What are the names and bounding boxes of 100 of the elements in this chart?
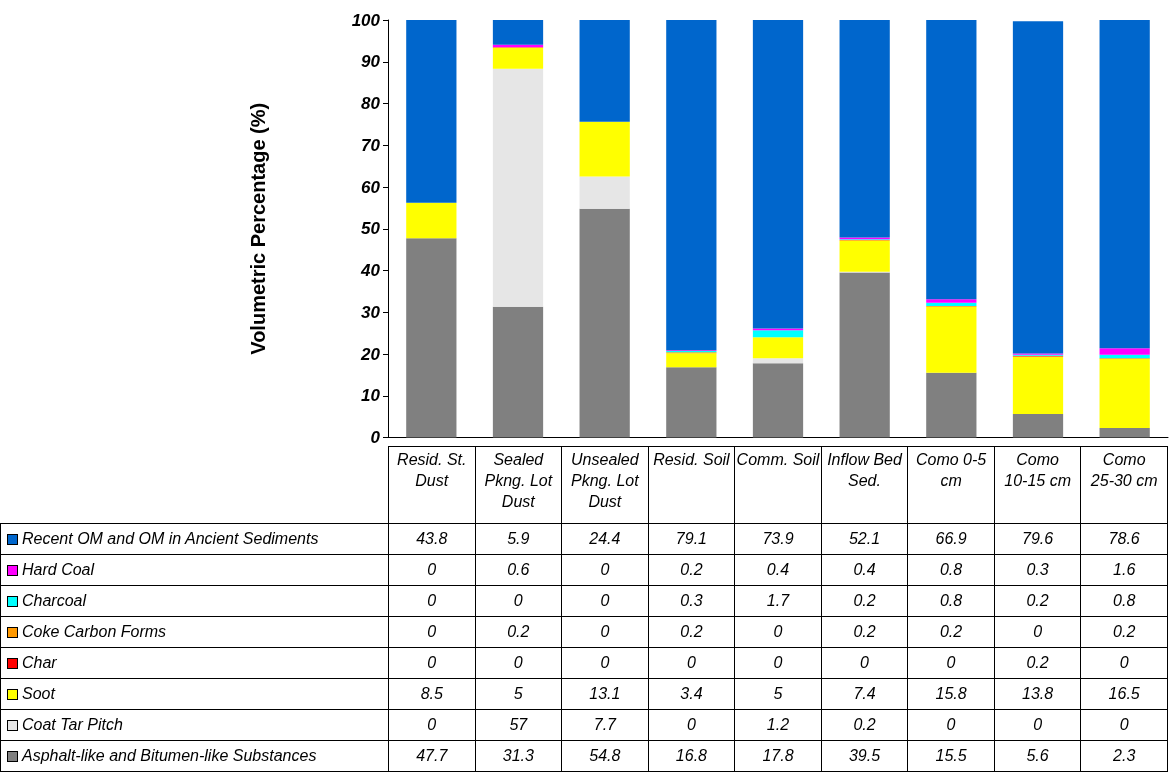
data-label: 5.9 <box>475 523 562 555</box>
legend-label: Coke Carbon Forms <box>0 616 389 648</box>
data-label: 0.6 <box>475 554 562 586</box>
data-label: 0.2 <box>821 709 908 741</box>
y-tick-label: 100 <box>351 10 381 30</box>
data-label: 0.8 <box>1080 585 1168 617</box>
data-label: 0.2 <box>1080 616 1168 648</box>
data-label: 79.1 <box>648 523 735 555</box>
data-label: 7.7 <box>561 709 649 741</box>
data-label: 0 <box>561 647 649 679</box>
y-tick-label: 70 <box>361 135 381 155</box>
x-tick-label: Inflow Bed Sed. <box>827 451 902 489</box>
data-label: 0 <box>907 647 995 679</box>
data-label: 0 <box>561 616 649 648</box>
y-tick-label: 60 <box>361 177 381 197</box>
data-label: 0.4 <box>821 554 908 586</box>
data-label: 0.3 <box>648 585 735 617</box>
data-label: 0.2 <box>648 616 735 648</box>
data-label: 0 <box>388 647 476 679</box>
legend-label: Char <box>0 647 389 679</box>
y-tick-label: 30 <box>361 302 381 322</box>
data-label: 7.4 <box>821 678 908 710</box>
data-label: 0 <box>1080 647 1168 679</box>
y-tick-label: 80 <box>361 94 381 113</box>
legend-label: Soot <box>0 678 389 710</box>
data-label: 0 <box>475 647 562 679</box>
data-label: 5 <box>734 678 822 710</box>
data-label: 0.2 <box>994 647 1081 679</box>
data-label: 17.8 <box>734 740 822 772</box>
data-label: 78.6 <box>1080 523 1168 555</box>
data-label: 8.5 <box>388 678 476 710</box>
data-label: 0 <box>388 616 476 648</box>
x-tick-label: Resid. Soil <box>653 451 730 468</box>
data-label: 16.5 <box>1080 678 1168 710</box>
x-tick-label: Unsealed Pkng. Lot Dust <box>571 451 639 510</box>
data-label: 0 <box>994 616 1081 648</box>
data-label: 16.8 <box>648 740 735 772</box>
data-label: 0 <box>388 709 476 741</box>
y-tick-label: 90 <box>361 52 381 72</box>
data-label: 13.8 <box>994 678 1081 710</box>
data-label: 31.3 <box>475 740 562 772</box>
data-label: 39.5 <box>821 740 908 772</box>
data-label: 0.2 <box>821 585 908 617</box>
data-label: 0 <box>648 647 735 679</box>
x-tick-label: Resid. St. Dust <box>397 451 467 489</box>
x-tick-label: Comm. Soil <box>736 451 820 468</box>
x-tick-label: Como 0-5 cm <box>915 451 987 489</box>
legend-label: Charcoal <box>0 585 389 617</box>
data-label: 1.2 <box>734 709 822 741</box>
data-label: 24.4 <box>561 523 649 555</box>
data-label: 0 <box>561 554 649 586</box>
legend-label: Hard Coal <box>0 554 389 586</box>
data-label: 0.8 <box>907 585 995 617</box>
data-label: 0.2 <box>648 554 735 586</box>
data-label: 0.2 <box>994 585 1081 617</box>
x-tick-label: Sealed Pkng. Lot Dust <box>484 451 553 510</box>
data-label: 15.5 <box>907 740 995 772</box>
y-axis-title: Volumetric Percentage (%) <box>247 102 269 355</box>
data-label: 0 <box>475 585 562 617</box>
data-label: 0 <box>821 647 908 679</box>
legend-label: Recent OM and OM in Ancient Sediments <box>0 523 389 555</box>
y-tick-label: 0 <box>370 428 381 447</box>
data-label: 0 <box>734 647 822 679</box>
data-label: 1.6 <box>1080 554 1168 586</box>
data-label: 0.3 <box>994 554 1081 586</box>
y-tick-label: 40 <box>360 261 381 280</box>
data-label: 5 <box>475 678 562 710</box>
data-label: 0.2 <box>821 616 908 648</box>
data-label: 52.1 <box>821 523 908 555</box>
y-tick-label: 10 <box>361 386 381 406</box>
data-label: 1.7 <box>734 585 822 617</box>
data-label: 43.8 <box>388 523 476 555</box>
data-label: 0 <box>994 709 1081 741</box>
data-label: 0 <box>648 709 735 741</box>
data-label: 15.8 <box>907 678 995 710</box>
data-label: 54.8 <box>561 740 649 772</box>
data-label: 0 <box>388 554 476 586</box>
data-label: 0.2 <box>907 616 995 648</box>
y-tick-label: 50 <box>361 219 381 239</box>
data-label: 0 <box>907 709 995 741</box>
data-label: 66.9 <box>907 523 995 555</box>
legend-label: Coat Tar Pitch <box>0 709 389 741</box>
data-label: 0 <box>388 585 476 617</box>
data-label: 0.2 <box>475 616 562 648</box>
data-label: 57 <box>475 709 562 741</box>
data-label: 2.3 <box>1080 740 1168 772</box>
data-label: 0.8 <box>907 554 995 586</box>
data-label: 0.4 <box>734 554 822 586</box>
data-label: 47.7 <box>388 740 476 772</box>
x-tick-label: Como 10-15 cm <box>1004 451 1071 489</box>
y-tick-label: 20 <box>360 344 381 364</box>
data-label: 73.9 <box>734 523 822 555</box>
data-label: 5.6 <box>994 740 1081 772</box>
data-label: 0 <box>1080 709 1168 741</box>
data-label: 13.1 <box>561 678 649 710</box>
legend-label: Asphalt-like and Bitumen-like Substances <box>0 740 389 772</box>
data-label: 0 <box>734 616 822 648</box>
data-label: 0 <box>561 585 649 617</box>
data-label: 79.6 <box>994 523 1081 555</box>
data-label: 3.4 <box>648 678 735 710</box>
